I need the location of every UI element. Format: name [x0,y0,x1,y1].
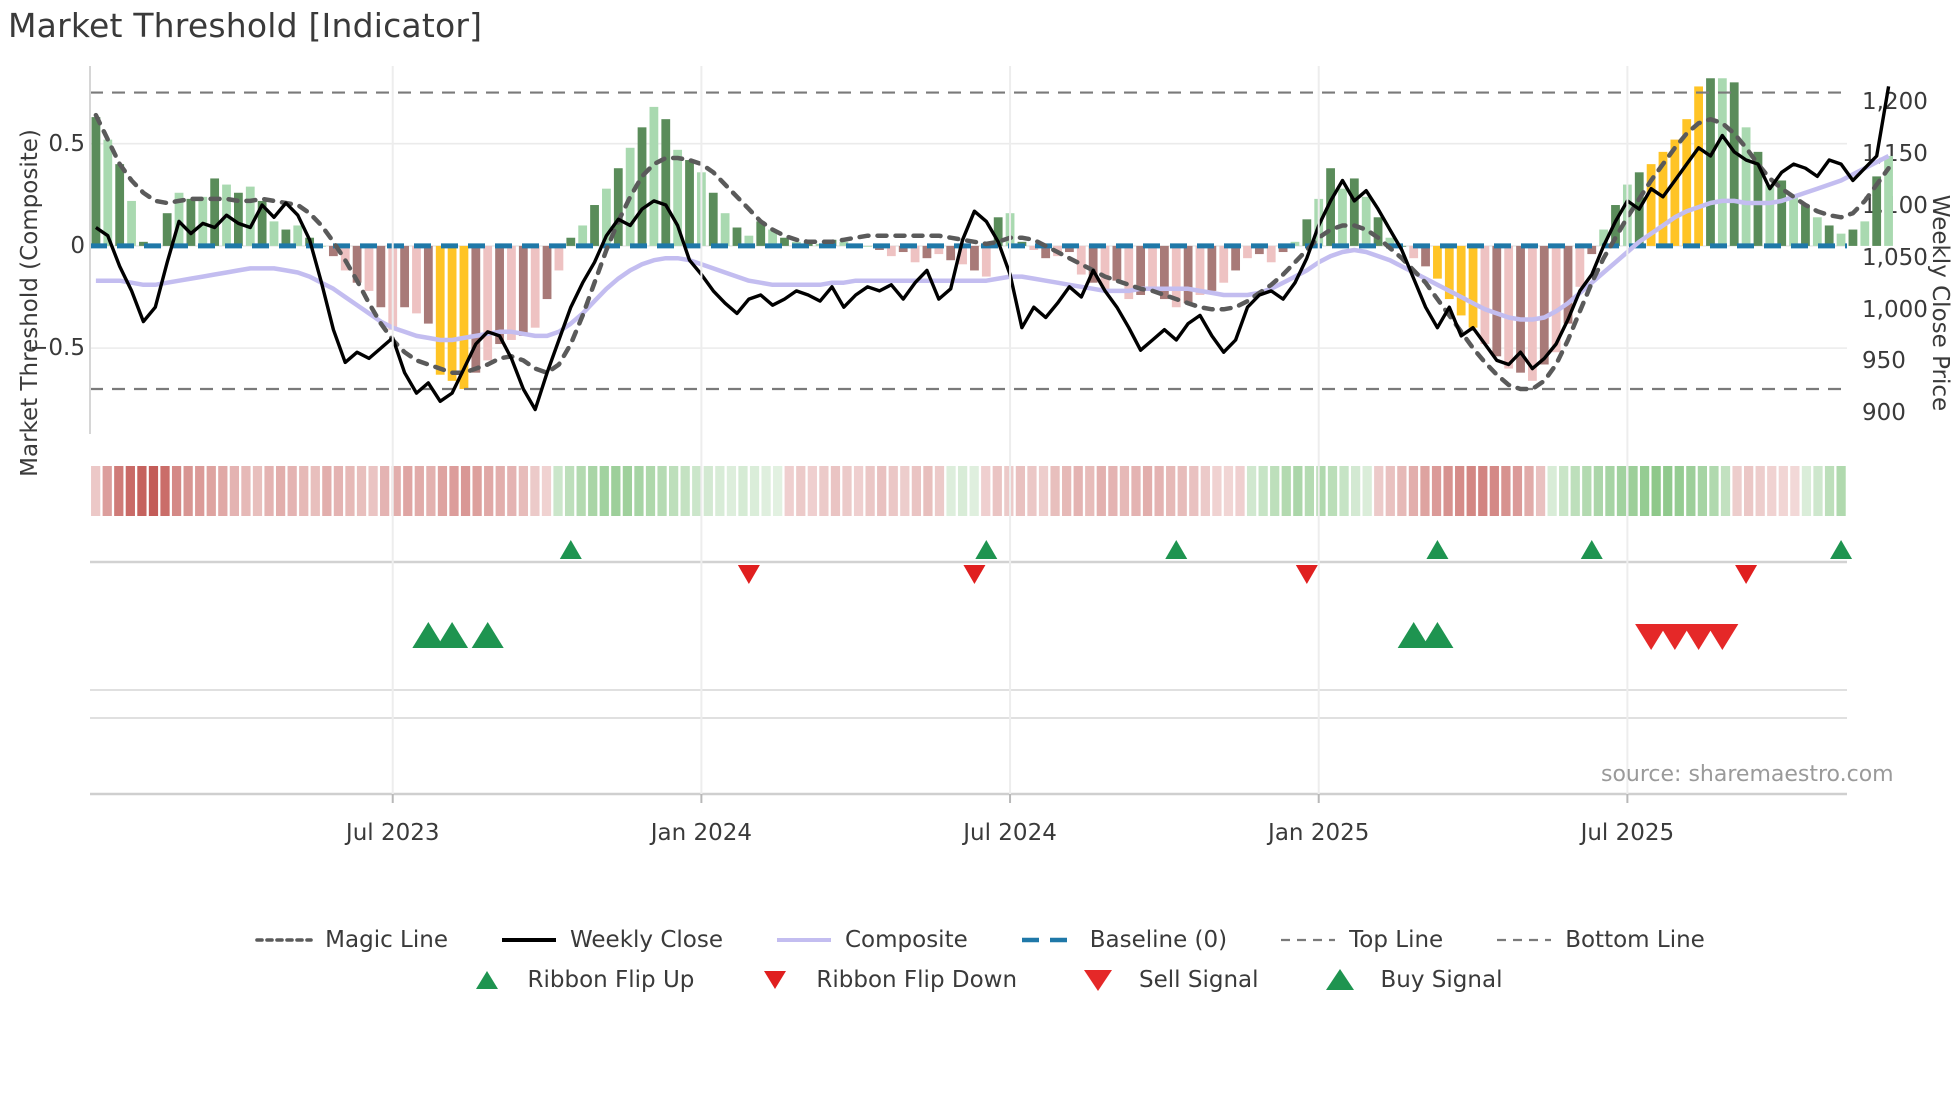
legend-label: Weekly Close [570,927,723,953]
left-axis-tick: −0.5 [29,335,85,362]
legend-label: Ribbon Flip Down [816,967,1018,993]
x-axis-tick: Jan 2024 [650,820,753,846]
legend-label: Sell Signal [1139,967,1259,993]
x-axis-tick: Jul 2025 [1580,820,1675,846]
regime-ribbon [91,466,1846,516]
triangle-down-small-icon [746,969,804,991]
x-axis-tick: Jul 2023 [345,820,440,846]
legend-item-3[interactable]: Baseline (0) [1020,927,1227,953]
signal-markers [90,540,1853,719]
dashed-line-thin-icon [1495,929,1553,951]
legend-label: Bottom Line [1565,927,1705,953]
x-axis-tick: Jan 2025 [1268,820,1370,846]
dashed-line-thin-icon [1279,929,1337,951]
right-axis-tick: 1,000 [1862,296,1928,323]
legend-label: Composite [844,927,968,953]
right-axis-tick: 950 [1862,348,1906,375]
legend-row-primary: Magic Line Weekly Close Composite Baseline … [0,920,1960,960]
left-axis-tick: 0 [70,232,85,259]
legend-label: Buy Signal [1380,967,1503,993]
dashed-line-icon [1020,929,1078,951]
right-axis-tick: 1,200 [1862,89,1928,116]
legend-label: Ribbon Flip Up [527,967,695,993]
triangle-up-small-icon [458,969,516,991]
solid-line-icon [775,929,833,951]
legend-label: Baseline (0) [1089,927,1228,953]
legend-row-markers: Ribbon Flip Up Ribbon Flip Down Sell Signa… [0,960,1960,1000]
axis-spines [89,66,1847,803]
triangle-up-large-icon [1311,969,1369,991]
source-note: source: sharemaestro.com [1601,762,1894,787]
legend-item-2[interactable]: Composite [775,927,968,953]
reference-lines [90,91,1847,391]
triangle-down-large-icon [1069,969,1127,991]
page-title: Market Threshold [Indicator] [8,6,483,45]
legend-item-1[interactable]: Weekly Close [500,927,723,953]
legend-marker-item-2[interactable]: Sell Signal [1069,967,1259,993]
x-axis-tick: Jul 2024 [963,820,1057,846]
solid-line-icon [500,929,558,951]
dotted-line-icon [255,929,313,951]
legend-marker-item-0[interactable]: Ribbon Flip Up [458,967,695,993]
series-lines [93,86,1891,412]
legend-label: Magic Line [325,927,448,953]
left-axis-tick: 0.5 [48,130,85,157]
legend-item-0[interactable]: Magic Line [255,927,448,953]
plot-canvas [89,66,1893,803]
right-axis-tick: 1,050 [1862,244,1928,271]
legend-item-5[interactable]: Bottom Line [1495,927,1705,953]
legend-marker-item-1[interactable]: Ribbon Flip Down [746,967,1017,993]
right-axis-tick: 900 [1862,400,1906,427]
legend-label: Top Line [1349,927,1444,953]
legend-item-4[interactable]: Top Line [1279,927,1443,953]
legend-marker-item-3[interactable]: Buy Signal [1311,967,1503,993]
legend: Magic Line Weekly Close Composite Baseline … [0,920,1960,1000]
